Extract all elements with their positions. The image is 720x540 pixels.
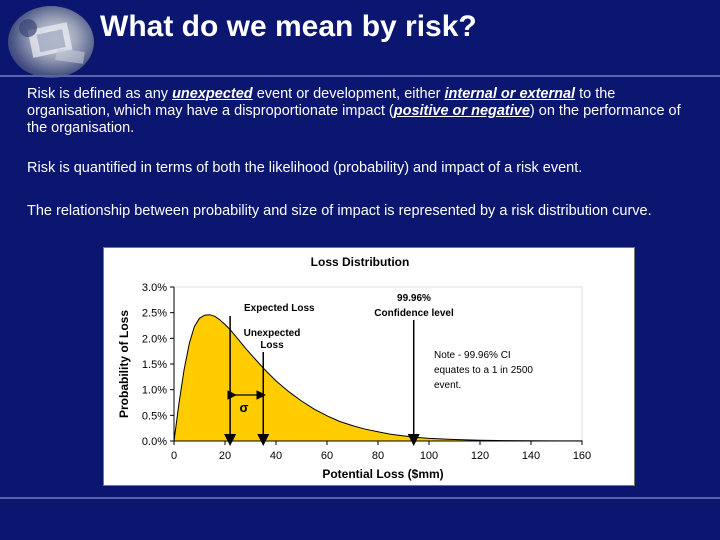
- header-photo: [8, 6, 94, 78]
- x-tick-label: 60: [321, 450, 333, 462]
- note-line-3: event.: [434, 380, 461, 391]
- unexpected-emphasis: unexpected: [172, 86, 253, 102]
- definition-text-3: to the organisation, which may have a di…: [27, 86, 616, 119]
- x-tick-label: 100: [420, 450, 438, 462]
- quantification-paragraph: Risk is quantified in terms of both the …: [27, 160, 583, 176]
- page-title: What do we mean by risk?: [100, 10, 477, 43]
- confidence-label-1: 99.96%: [397, 293, 431, 304]
- confidence-label-2: Confidence level: [374, 308, 454, 319]
- x-tick-label: 20: [219, 450, 231, 462]
- unexpected-loss-label-2: Loss: [260, 340, 284, 351]
- y-axis-label: Probability of Loss: [117, 310, 131, 418]
- y-tick-label: 0.0%: [142, 436, 167, 448]
- y-tick-label: 1.0%: [142, 385, 167, 397]
- relationship-paragraph: The relationship between probability and…: [27, 203, 652, 219]
- chart-title: Loss Distribution: [311, 255, 410, 269]
- positive-negative-emphasis: positive or negative: [393, 103, 530, 119]
- note-line-1: Note - 99.96% CI: [434, 350, 511, 361]
- x-axis-label: Potential Loss ($mm): [322, 467, 443, 481]
- chart-svg: Loss Distribution 0.0% 0.5% 1.0% 1.5% 2.0% 2.…: [117, 255, 591, 481]
- sigma-label: σ: [240, 400, 249, 415]
- note-line-2: equates to a 1 in 2500: [434, 365, 533, 376]
- title-divider: [0, 75, 720, 77]
- expected-loss-label: Expected Loss: [244, 303, 315, 314]
- y-tick-label: 0.5%: [142, 410, 167, 422]
- x-tick-label: 40: [270, 450, 282, 462]
- x-tick-label: 120: [471, 450, 489, 462]
- y-tick-label: 2.5%: [142, 308, 167, 320]
- loss-distribution-area: [173, 314, 583, 442]
- y-tick-label: 3.0%: [142, 282, 167, 294]
- definition-text-2: event or development, either: [252, 86, 445, 102]
- definition-text-4: ) on the performance of the organisation…: [27, 103, 681, 136]
- x-tick-label: 160: [573, 450, 591, 462]
- y-tick-label: 1.5%: [142, 359, 167, 371]
- x-tick-label: 0: [171, 450, 177, 462]
- x-tick-label: 140: [522, 450, 540, 462]
- x-tick-label: 80: [372, 450, 384, 462]
- loss-distribution-chart: Loss Distribution 0.0% 0.5% 1.0% 1.5% 2.0% 2.…: [103, 247, 635, 486]
- definition-paragraph: Risk is defined as any unexpected event …: [27, 86, 687, 137]
- internal-external-emphasis: internal or external: [444, 86, 576, 102]
- footer-divider: [0, 497, 720, 499]
- y-tick-label: 2.0%: [142, 333, 167, 345]
- unexpected-loss-label-1: Unexpected: [244, 328, 301, 339]
- definition-text-1: Risk is defined as any: [27, 86, 173, 102]
